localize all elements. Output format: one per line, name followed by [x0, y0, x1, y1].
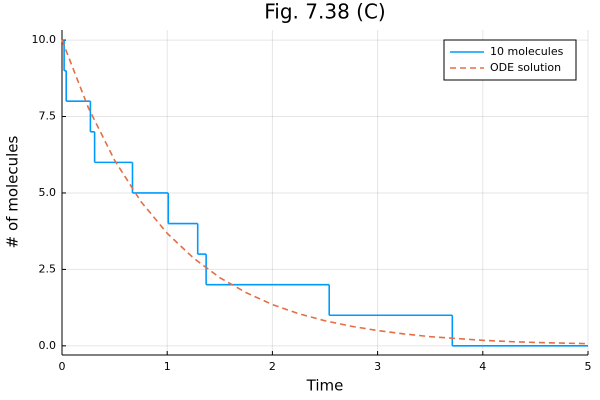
chart-title: Fig. 7.38 (C): [264, 0, 385, 24]
x-tick-label: 3: [374, 360, 381, 373]
y-tick-label: 10.0: [32, 33, 57, 46]
legend-label: 10 molecules: [490, 45, 564, 58]
line: [61, 39, 589, 345]
y-tick-label: 5.0: [39, 186, 57, 199]
legend-box: [443, 39, 577, 81]
y-axis-label: # of molecules: [4, 135, 22, 248]
y-tick-label: 7.5: [39, 110, 57, 123]
x-tick-label: 5: [585, 360, 592, 373]
legend-label: ODE solution: [490, 61, 561, 74]
x-tick-label: 1: [164, 360, 171, 373]
y-tick-label: 2.5: [39, 262, 57, 275]
legend: 10 molecules ODE solution: [443, 39, 577, 81]
x-tick-label: 0: [59, 360, 66, 373]
y-tick-label: 0.0: [39, 339, 57, 352]
x-tick-label: 4: [479, 360, 486, 373]
x-tick-label: 2: [269, 360, 276, 373]
x-axis-label: Time: [306, 377, 344, 395]
